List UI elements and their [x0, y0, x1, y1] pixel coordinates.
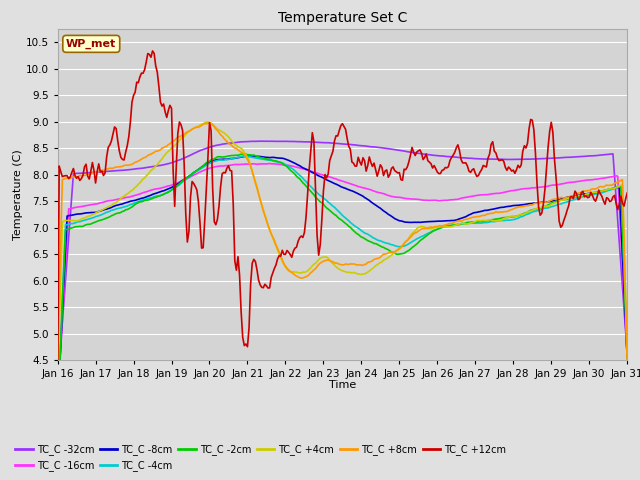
Y-axis label: Temperature (C): Temperature (C): [13, 149, 22, 240]
X-axis label: Time: Time: [329, 381, 356, 390]
Legend: TC_C -32cm, TC_C -16cm, TC_C -8cm, TC_C -4cm, TC_C -2cm, TC_C +4cm, TC_C +8cm, T: TC_C -32cm, TC_C -16cm, TC_C -8cm, TC_C …: [12, 441, 510, 475]
Title: Temperature Set C: Temperature Set C: [278, 11, 407, 25]
Text: WP_met: WP_met: [66, 39, 116, 49]
